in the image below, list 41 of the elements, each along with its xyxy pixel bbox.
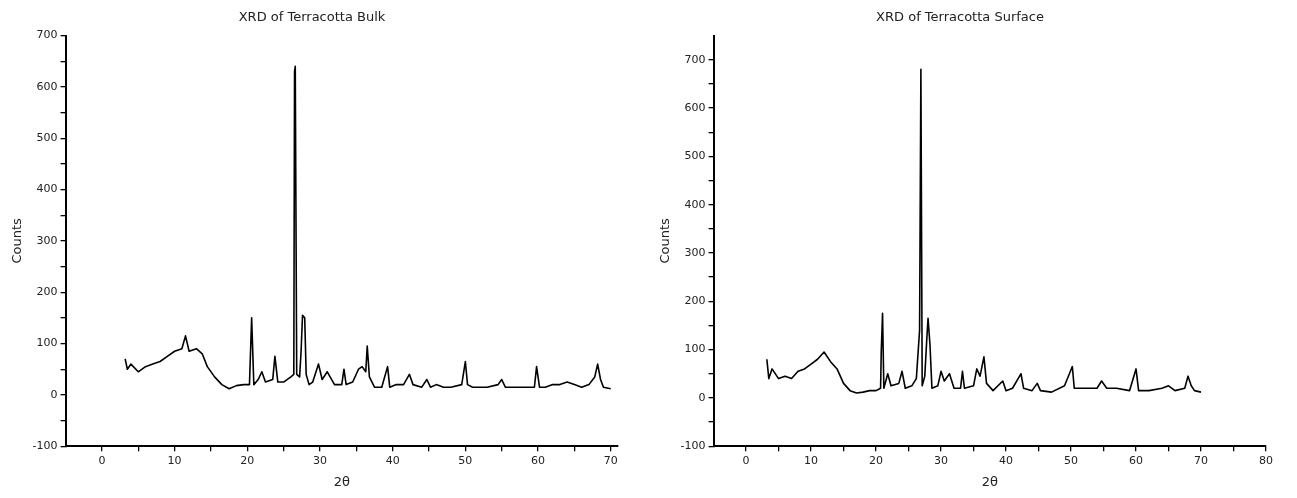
x-tick-label: 70: [1194, 453, 1209, 467]
y-tick-label: 500: [36, 131, 58, 145]
y-tick-label: 700: [684, 52, 706, 66]
y-tick-label: 100: [684, 342, 706, 356]
x-tick-label: 80: [1259, 453, 1273, 467]
x-tick-label: 20: [240, 453, 255, 467]
x-tick-label: 70: [603, 453, 618, 467]
y-tick-label: 400: [36, 182, 58, 196]
x-axis-title: 2θ: [333, 473, 350, 489]
y-tick-label: 300: [684, 245, 706, 259]
y-tick-label: 600: [684, 100, 706, 114]
x-tick-label: 60: [1129, 453, 1144, 467]
chart-title: XRD of Terracotta Bulk: [238, 9, 386, 25]
y-tick-label: -100: [680, 439, 706, 453]
x-tick-label: 0: [742, 453, 750, 467]
y-tick-label: 300: [36, 233, 58, 247]
y-tick-label: 600: [36, 79, 58, 93]
x-axis-title: 2θ: [981, 473, 998, 489]
y-tick-label: -100: [32, 439, 58, 453]
x-tick-label: 0: [98, 453, 106, 467]
y-axis-title: Counts: [9, 217, 25, 264]
x-tick-label: 10: [804, 453, 819, 467]
y-tick-label: 400: [684, 197, 706, 211]
y-tick-label: 100: [36, 336, 58, 350]
y-tick-label: 200: [684, 294, 706, 308]
chart-title: XRD of Terracotta Surface: [876, 9, 1044, 25]
x-tick-label: 20: [869, 453, 884, 467]
y-tick-label: 700: [36, 28, 58, 42]
x-tick-label: 40: [999, 453, 1014, 467]
x-tick-label: 10: [167, 453, 182, 467]
x-tick-label: 30: [934, 453, 949, 467]
y-tick-label: 0: [698, 390, 706, 404]
x-tick-label: 30: [312, 453, 327, 467]
x-tick-label: 60: [531, 453, 546, 467]
x-tick-label: 50: [1064, 453, 1079, 467]
x-tick-label: 50: [458, 453, 473, 467]
y-tick-label: 0: [50, 387, 58, 401]
y-tick-label: 200: [36, 285, 58, 299]
y-tick-label: 500: [684, 149, 706, 163]
y-axis-title: Counts: [657, 217, 673, 264]
x-tick-label: 40: [385, 453, 400, 467]
